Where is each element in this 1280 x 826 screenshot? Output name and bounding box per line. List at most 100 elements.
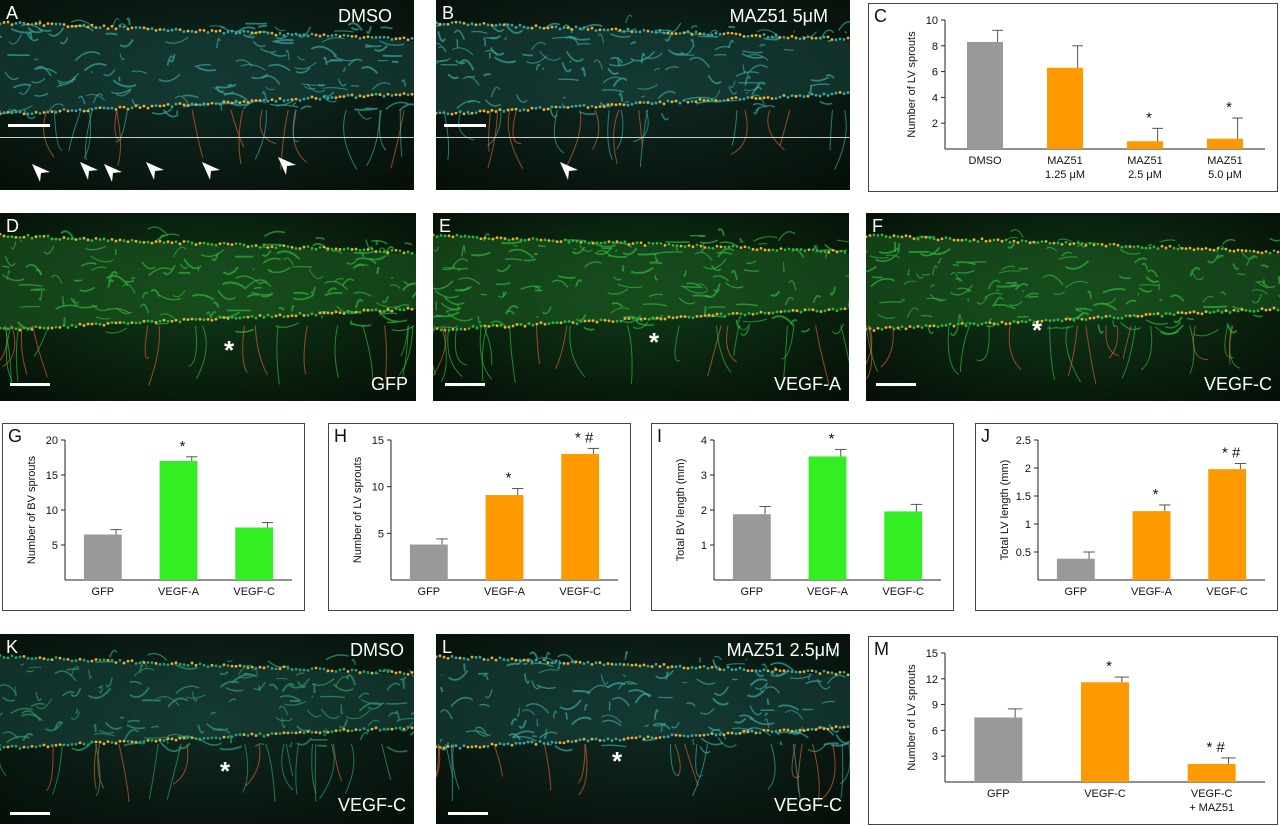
significance-mark: * # [575,429,594,446]
bar [235,527,274,580]
x-tick-label: VEGF-C [559,586,601,598]
bar [1208,469,1247,580]
vessel-image [866,213,1280,401]
y-tick-label: 4 [932,92,938,104]
significance-mark: * # [1206,739,1225,756]
y-tick-label: 6 [932,725,938,737]
significance-mark: * [1153,486,1159,503]
y-axis-label: Total BV length (mm) [675,459,687,562]
panel-letter: G [8,426,23,446]
x-tick-label: 1.25 μM [1045,169,1085,181]
bar [1207,138,1243,149]
panel-caption: VEGF-A [773,374,841,394]
bar [485,495,524,580]
chart-svg: 1 2 3 4 Total BV length (mm) GFP * VEGF-A VEGF-C [675,430,941,598]
chart-svg: 3 6 9 12 15 Number of LV sprouts GFP * VEGF-C * #… [906,648,1265,814]
arrowhead-icon [278,157,296,175]
x-tick-label: VEGF-A [1131,586,1173,598]
panel-caption-top: MAZ51 2.5μM [726,640,840,660]
x-tick-label: VEGF-C [1084,788,1126,800]
y-tick-label: 4 [701,435,707,447]
panel-caption: VEGF-C [1203,374,1272,394]
panel-letter: C [874,6,887,26]
y-tick-label: 6 [932,67,938,79]
y-tick-label: 5 [378,528,384,540]
y-axis-label: Number of LV sprouts [906,31,918,138]
scale-bar [445,383,485,386]
panel-caption: MAZ51 5μM [729,6,828,26]
arrowhead-icon [202,162,220,180]
bar [159,461,198,580]
chart-svg: 0.5 1 1.5 2 2.5 Total LV length (mm) GFP * VEGF-… [999,435,1265,598]
x-tick-label: MAZ51 [1047,155,1082,167]
y-tick-label: 10 [372,482,384,494]
y-tick-label: 2 [701,505,707,517]
vessel-image [436,634,850,824]
x-tick-label: VEGF-C [882,586,924,598]
chart-svg: 5 10 15 Number of LV sprouts GFP * VEGF-A * # VE… [352,429,618,598]
y-tick-label: 2.5 [1016,435,1031,447]
implant-asterisk: * [649,327,660,357]
y-tick-label: 12 [926,674,938,686]
arrowhead-icon [104,164,122,182]
y-axis-label: Number of LV sprouts [906,664,918,771]
bar [83,534,122,580]
vessel-image [0,634,414,824]
y-tick-label: 15 [372,435,384,447]
y-axis-label: Number of BV sprouts [26,455,38,564]
implant-asterisk: * [612,746,623,776]
micrograph-k: K DMSO VEGF-C * [0,634,414,824]
panel-letter: J [981,426,990,446]
panel-letter: I [657,426,663,446]
x-tick-label: MAZ51 [1207,155,1242,167]
arrowhead-icon [560,162,578,180]
y-axis-label: Total LV length (mm) [999,460,1011,561]
vessel-image [433,213,849,401]
scale-bar [444,124,486,127]
y-tick-label: 20 [46,435,58,447]
arrowhead-icon [80,162,98,180]
implant-asterisk: * [1032,315,1043,345]
bar [409,544,448,580]
y-tick-label: 2 [1025,463,1031,475]
inset-divider [0,137,414,138]
implant-asterisk: * [220,756,231,786]
panel-letter: F [872,216,883,236]
micrograph-d: D GFP * [0,213,416,401]
x-tick-label: DMSO [969,155,1002,167]
vessel-image [0,0,414,190]
significance-mark: * [180,438,186,455]
y-tick-label: 0.5 [1016,547,1031,559]
chart-i: I 1 2 3 4 Total BV length (mm) GFP * VEGF-A VEGF-… [651,423,954,611]
x-tick-label: GFP [741,586,764,598]
chart-g: G 5 10 15 20 Number of BV sprouts GFP * VEGF-A VE… [2,423,305,611]
x-tick-label: VEGF-C [233,586,275,598]
panel-letter: M [874,639,889,659]
y-tick-label: 3 [701,470,707,482]
significance-mark: * [829,430,835,447]
y-tick-label: 10 [926,15,938,27]
panel-caption: DMSO [338,6,392,26]
chart-j: J 0.5 1 1.5 2 2.5 Total LV length (mm) GFP * VEGF… [975,423,1278,611]
significance-mark: * [1106,658,1112,675]
bar [1127,141,1163,149]
micrograph-b: B MAZ51 5μM [436,0,850,190]
x-tick-label: 5.0 μM [1208,169,1242,181]
bar [1056,558,1095,580]
y-tick-label: 5 [52,540,58,552]
micrograph-e: E VEGF-A * [433,213,849,401]
x-tick-label: GFP [1065,586,1088,598]
scale-bar [876,383,916,386]
bar [1132,511,1171,580]
micrograph-l: L MAZ51 2.5μM VEGF-C * [436,634,850,824]
vessel-image [0,213,416,401]
significance-mark: * # [1222,445,1241,462]
micrograph-a: A DMSO [0,0,414,190]
panel-caption: GFP [370,374,408,394]
bar [1047,67,1083,149]
y-tick-label: 10 [46,505,58,517]
scale-bar [10,383,50,386]
bar [732,514,771,580]
arrowhead-icon [32,164,50,182]
bar [967,41,1003,149]
